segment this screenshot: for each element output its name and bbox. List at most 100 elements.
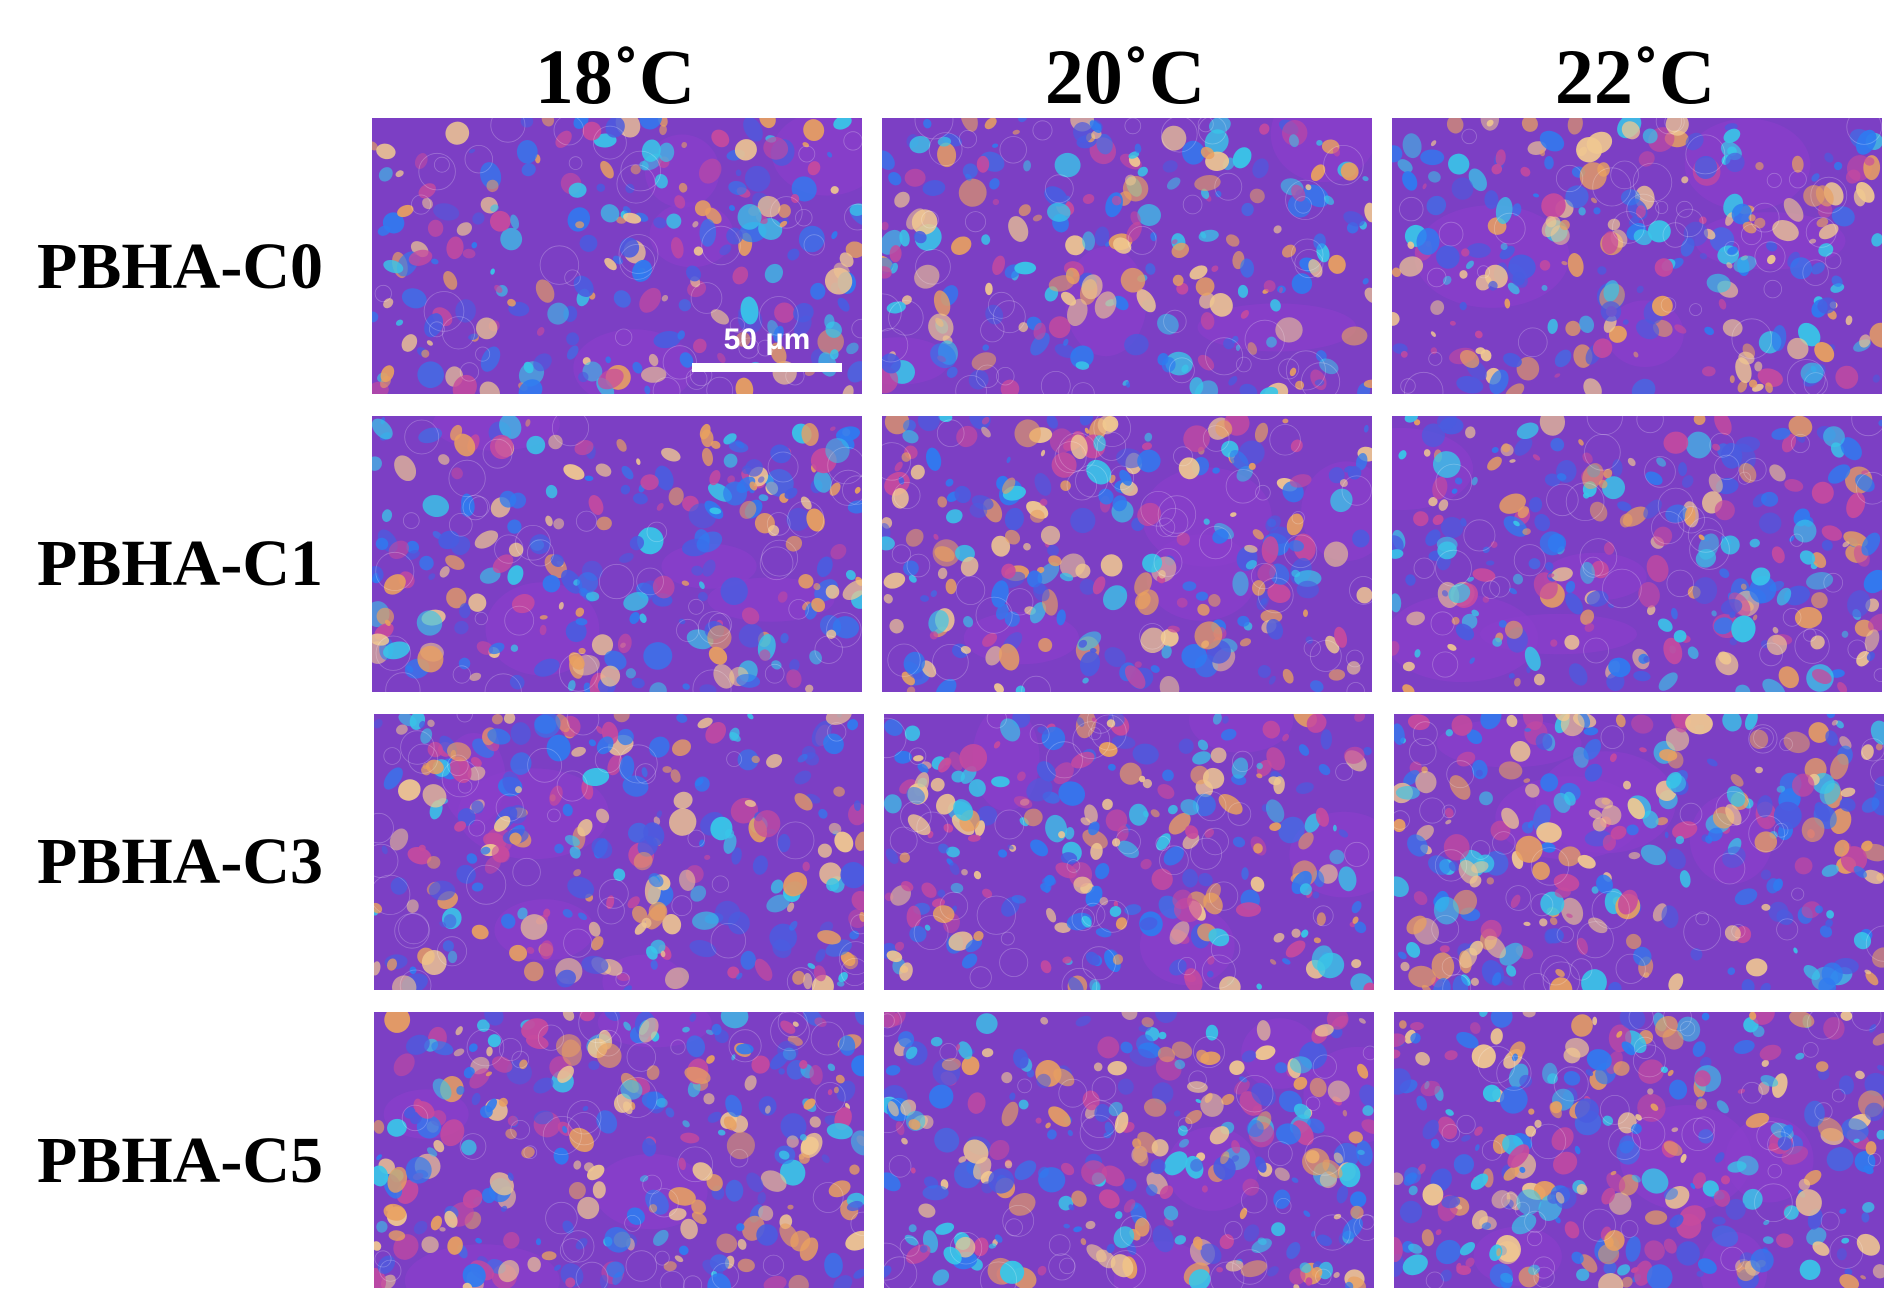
- crystal-grain: [1775, 1233, 1794, 1248]
- crystal-grain: [1251, 1082, 1276, 1107]
- crystal-grain: [1655, 817, 1669, 826]
- crystal-grain: [1853, 188, 1866, 207]
- crystal-grain: [1471, 476, 1478, 486]
- crystal-grain: [988, 1243, 997, 1249]
- crystal-grain: [1361, 1119, 1374, 1134]
- crystal-grain: [1220, 1151, 1230, 1165]
- crystal-grain: [828, 822, 842, 835]
- crystal-grain: [1048, 316, 1071, 339]
- crystal-grain: [443, 270, 458, 290]
- crystal-grain: [834, 831, 854, 853]
- crystal-grain: [1046, 907, 1057, 923]
- crystal-grain: [810, 282, 826, 300]
- crystal-grain: [567, 876, 595, 899]
- crystal-grain: [1679, 1205, 1706, 1226]
- crystal-grain: [1856, 650, 1871, 667]
- crystal-grain: [1219, 1234, 1234, 1250]
- crystal-grain: [1495, 1241, 1520, 1265]
- crystal-grain: [1107, 1060, 1127, 1076]
- crystal-grain: [981, 416, 990, 425]
- crystal-grain: [1489, 369, 1509, 394]
- crystal-grain: [1246, 1119, 1264, 1138]
- crystal-grain: [799, 1134, 807, 1141]
- crystal-grain: [597, 368, 624, 390]
- crystal-grain: [1781, 434, 1797, 453]
- crystal-grain: [695, 778, 704, 787]
- crystal-grain: [1271, 1222, 1286, 1237]
- crystal-grain: [960, 118, 978, 132]
- crystal-grain: [380, 365, 395, 383]
- crystal-grain: [1512, 1053, 1518, 1062]
- crystal-grain: [735, 169, 742, 177]
- crystal-grain: [613, 290, 631, 308]
- crystal-grain: [1014, 261, 1037, 275]
- crystal-grain: [1413, 891, 1428, 906]
- crystal-grain: [1601, 231, 1619, 255]
- micrograph-texture: [884, 1012, 1374, 1288]
- crystal-grain: [1171, 1041, 1193, 1059]
- crystal-grain: [1635, 205, 1646, 219]
- crystal-grain: [401, 288, 427, 309]
- crystal-grain: [1075, 1015, 1091, 1027]
- crystal-grain: [1815, 185, 1834, 207]
- crystal-grain: [1237, 615, 1250, 627]
- crystal-grain: [827, 1089, 833, 1096]
- crystal-grain: [1806, 1227, 1827, 1246]
- crystal-grain: [949, 862, 960, 875]
- crystal-grain: [1790, 257, 1813, 280]
- crystal-grain: [1504, 620, 1523, 639]
- crystal-grain: [1445, 1109, 1454, 1116]
- crystal-grain: [1541, 842, 1556, 853]
- crystal-grain: [376, 1220, 388, 1233]
- crystal-grain: [678, 618, 686, 625]
- crystal-grain: [1182, 140, 1205, 165]
- crystal-grain: [419, 720, 426, 729]
- crystal-grain: [1351, 959, 1362, 969]
- crystal-grain: [985, 282, 993, 296]
- crystal-grain: [653, 331, 681, 349]
- crystal-grain: [1841, 1118, 1869, 1142]
- crystal-grain: [903, 419, 916, 432]
- crystal-grain: [1182, 868, 1199, 888]
- crystal-grain: [1275, 1062, 1288, 1074]
- crystal-grain: [1655, 1015, 1678, 1038]
- crystal-grain: [736, 1043, 754, 1055]
- crystal-grain: [1839, 736, 1852, 750]
- micrograph-pbha-c5-20c: [884, 1012, 1374, 1288]
- crystal-grain: [1741, 979, 1755, 990]
- crystal-grain: [1305, 1277, 1313, 1286]
- crystal-grain: [1073, 876, 1093, 894]
- crystal-grain: [617, 728, 634, 746]
- crystal-grain: [1309, 1077, 1327, 1098]
- crystal-grain: [1716, 1100, 1729, 1114]
- crystal-grain: [740, 296, 759, 325]
- crystal-grain: [516, 139, 538, 164]
- crystal-grain: [737, 1258, 755, 1273]
- crystal-grain: [736, 674, 761, 688]
- crystal-grain: [1091, 717, 1098, 723]
- crystal-grain: [1399, 1200, 1423, 1224]
- crystal-grain: [507, 298, 516, 307]
- crystal-grain: [785, 535, 803, 552]
- crystal-grain: [723, 481, 748, 506]
- crystal-grain: [1875, 743, 1883, 751]
- crystal-grain: [1306, 714, 1327, 733]
- crystal-grain: [1547, 318, 1558, 334]
- crystal-grain: [1722, 319, 1743, 337]
- crystal-grain: [1533, 673, 1545, 686]
- crystal-grain: [595, 463, 612, 477]
- crystal-grain: [1673, 629, 1687, 643]
- crystal-grain: [849, 930, 860, 940]
- crystal-grain: [1615, 714, 1626, 728]
- crystal-grain: [1685, 714, 1713, 735]
- crystal-grain: [630, 164, 641, 175]
- crystal-grain: [428, 880, 456, 901]
- crystal-grain: [575, 618, 588, 626]
- crystal-grain: [1622, 780, 1632, 790]
- crystal-grain: [1574, 1145, 1581, 1155]
- crystal-grain: [1498, 761, 1523, 780]
- crystal-grain: [1621, 189, 1641, 206]
- crystal-grain: [811, 974, 834, 990]
- crystal-grain: [817, 930, 841, 945]
- crystal-grain: [1645, 471, 1663, 486]
